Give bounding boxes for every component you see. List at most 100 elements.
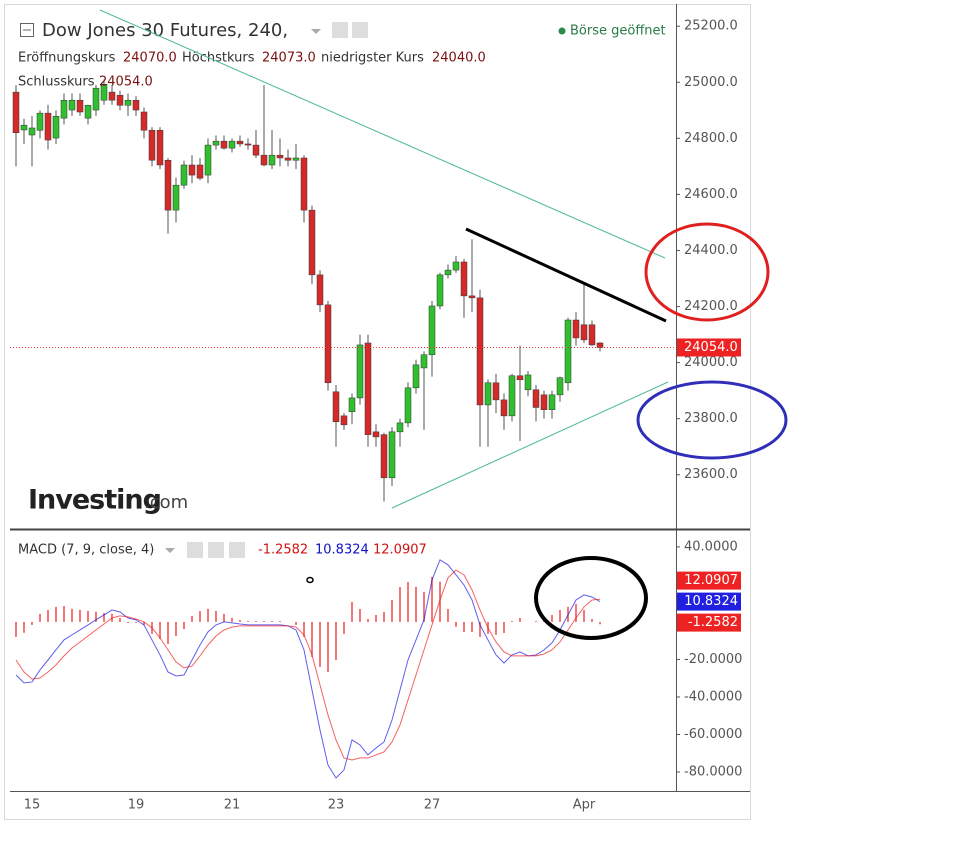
candle-body: [500, 399, 508, 417]
highlight-circle: [636, 380, 788, 460]
x-tick-label: 21: [224, 798, 241, 813]
y-tick-label: 24000.0: [684, 355, 738, 370]
x-tick-label: 23: [328, 798, 345, 813]
y-tick-label: -60.0000: [684, 727, 742, 742]
value-tag-label: -1.2582: [688, 615, 738, 630]
candle-body: [468, 295, 476, 299]
candle-body: [316, 274, 324, 306]
candle-body: [492, 382, 500, 401]
candle-body: [580, 324, 588, 341]
value-tag: [677, 613, 741, 632]
settings-icon[interactable]: [352, 22, 368, 38]
candle-body: [68, 99, 76, 111]
candle-body: [380, 434, 388, 479]
ohlc-name: niedrigster Kurs: [321, 51, 424, 66]
candle-body: [228, 140, 236, 149]
plot: 25200.0 25000.0 24800.0 24600.0 24400.0 24200…: [10, 19, 742, 813]
y-tick-label: 23800.0: [684, 411, 738, 426]
candle-body: [84, 105, 92, 119]
trendline: [465, 227, 667, 323]
last-price-label: 24054.0: [684, 340, 738, 355]
y-tick-label: -40.0000: [684, 689, 742, 704]
candle-body: [340, 415, 348, 426]
candle-body: [260, 154, 268, 166]
candle-body: [516, 375, 524, 380]
candle-body: [36, 112, 44, 131]
candle-body: [428, 305, 436, 356]
candle-body: [348, 397, 356, 412]
settings-icon[interactable]: [332, 22, 348, 38]
candle-body: [164, 159, 172, 211]
candle-body: [324, 304, 332, 384]
settings-icon[interactable]: [208, 542, 224, 558]
y-tick-label: 25200.0: [684, 19, 738, 34]
y-tick-label: 23600.0: [684, 467, 738, 482]
candle-body: [596, 342, 604, 348]
candle-body: [308, 209, 316, 276]
candle-body: [300, 157, 308, 211]
x-tick-label: 27: [424, 798, 441, 813]
candle-body: [252, 144, 260, 156]
candle-body: [404, 387, 412, 424]
highlight-circle: [644, 222, 770, 322]
candle-body: [172, 184, 180, 211]
candle-body: [60, 99, 68, 119]
candle-body: [452, 261, 460, 271]
ohlc-value: 24073.0: [262, 51, 316, 66]
chart-title: Dow Jones 30 Futures, 240,: [42, 20, 288, 41]
macd-title: MACD (7, 9, close, 4): [18, 543, 154, 558]
candle-body: [44, 112, 52, 141]
candle-body: [116, 94, 124, 106]
frame: [4, 4, 751, 820]
candle-body: [204, 144, 212, 176]
candle-body: [436, 274, 444, 307]
candle-body: [548, 394, 556, 410]
value-tag: [677, 592, 741, 611]
dropdown[interactable]: [311, 29, 321, 34]
candle-body: [100, 83, 108, 101]
candle-body: [364, 342, 372, 435]
close-icon[interactable]: [229, 542, 245, 558]
y-tick-label: 25000.0: [684, 75, 738, 90]
collapse-icon[interactable]: [20, 23, 34, 37]
ohlc-name: Schlusskurs: [18, 75, 95, 90]
candle-body: [92, 87, 100, 111]
trendline: [391, 381, 669, 509]
candle-body: [292, 157, 300, 161]
candle-body: [476, 297, 484, 406]
candle-body: [20, 124, 28, 131]
ohlc-name: Höchstkurs: [182, 51, 255, 66]
mark: [306, 576, 314, 584]
ohlc-value: 24054.0: [99, 75, 153, 90]
eye-icon[interactable]: [187, 542, 203, 558]
x-tick-label: Apr: [573, 798, 596, 813]
candle-body: [212, 140, 220, 146]
candle-body: [588, 324, 596, 346]
candle-body: [508, 375, 516, 417]
candle-body: [180, 164, 188, 186]
candle-body: [132, 99, 140, 111]
y-tick-label: 24200.0: [684, 299, 738, 314]
candle-body: [244, 143, 252, 146]
candle-body: [140, 111, 148, 131]
macd-line: [15, 569, 601, 761]
candle-body: [28, 127, 36, 136]
candle-body: [460, 261, 468, 297]
candle-body: [52, 115, 60, 139]
candle-body: [188, 164, 196, 176]
y-tick-label: 24800.0: [684, 131, 738, 146]
value-tag-label: 12.0907: [684, 573, 738, 588]
candle-body: [388, 431, 396, 479]
dropdown[interactable]: [165, 548, 175, 553]
logo: Investing: [28, 485, 161, 516]
candle-body: [540, 394, 548, 410]
candle-body: [444, 269, 452, 276]
y-tick-label: -80.0000: [684, 764, 742, 779]
candle-body: [532, 389, 540, 408]
ohlc-value: 24040.0: [432, 51, 486, 66]
candle-body: [196, 164, 204, 179]
value-tag: [677, 571, 741, 590]
candle-body: [156, 129, 164, 166]
candle-body: [76, 99, 84, 113]
